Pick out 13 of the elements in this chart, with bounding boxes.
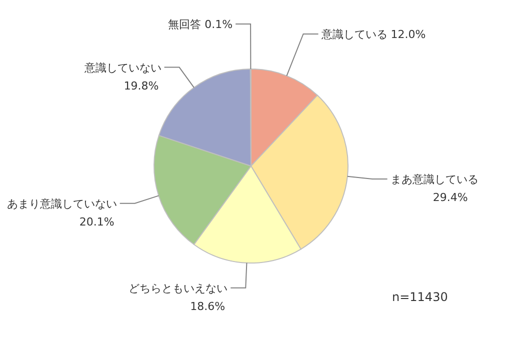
data-label: 29.4% xyxy=(432,191,468,204)
slice-label: まあ意識している xyxy=(390,173,478,186)
data-label: 19.8% xyxy=(124,79,159,92)
text: n=11430 xyxy=(392,290,448,304)
data-label: 0.1% xyxy=(204,18,233,31)
slice-label: どちらともいえない xyxy=(128,282,228,295)
slice-label: 意識していない xyxy=(83,61,162,74)
data-label: 18.6% xyxy=(190,300,226,313)
data-label: 12.0% xyxy=(390,28,426,41)
slice-label: 無回答 xyxy=(168,18,202,31)
data-label: 20.1% xyxy=(79,215,114,228)
slice-label: 意識している xyxy=(321,28,388,41)
slice-label: あまり意識していない xyxy=(6,197,117,210)
